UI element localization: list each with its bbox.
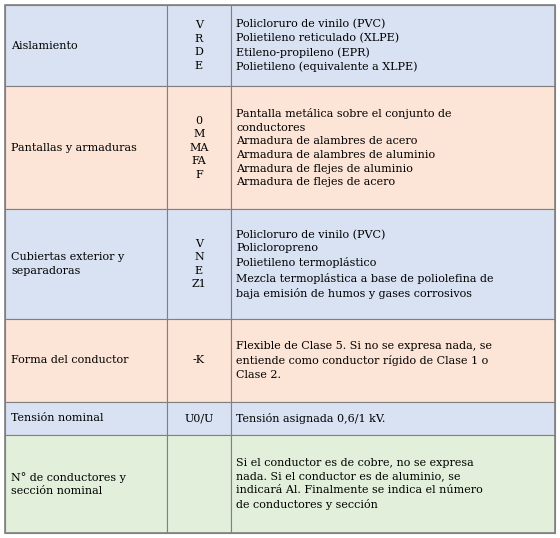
Bar [167, 319, 231, 402]
Text: 0
M
MA
FA
F: 0 M MA FA F [189, 116, 208, 180]
Bar [167, 402, 231, 435]
Text: Si el conductor es de cobre, no se expresa
nada. Si el conductor es de aluminio,: Si el conductor es de cobre, no se expre… [236, 458, 483, 510]
Text: Policloruro de vinilo (PVC)
Policloropreno
Polietileno termoplástico
Mezcla term: Policloruro de vinilo (PVC) Policloropre… [236, 230, 494, 299]
Bar [5, 402, 167, 435]
Bar [5, 319, 167, 402]
Bar [231, 209, 555, 319]
Text: V
N
E
Z1: V N E Z1 [192, 239, 206, 289]
Bar [231, 5, 555, 87]
Text: Tensión nominal: Tensión nominal [11, 413, 104, 423]
Text: Flexible de Clase 5. Si no se expresa nada, se
entiende como conductor rígido de: Flexible de Clase 5. Si no se expresa na… [236, 341, 492, 380]
Bar [167, 5, 231, 87]
Bar [5, 435, 167, 533]
Bar [5, 87, 167, 209]
Text: Aislamiento: Aislamiento [11, 41, 78, 51]
Text: -K: -K [193, 355, 205, 365]
Bar [5, 209, 167, 319]
Text: Tensión asignada 0,6/1 kV.: Tensión asignada 0,6/1 kV. [236, 413, 386, 424]
Bar [167, 435, 231, 533]
Bar [231, 319, 555, 402]
Bar [231, 402, 555, 435]
Text: N° de conductores y
sección nominal: N° de conductores y sección nominal [11, 472, 126, 496]
Text: Pantalla metálica sobre el conjunto de
conductores
Armadura de alambres de acero: Pantalla metálica sobre el conjunto de c… [236, 108, 452, 187]
Text: Forma del conductor: Forma del conductor [11, 355, 128, 365]
Text: U0/U: U0/U [184, 413, 213, 423]
Text: V
R
D
E: V R D E [194, 20, 203, 71]
Bar [167, 209, 231, 319]
Text: Cubiertas exterior y
separadoras: Cubiertas exterior y separadoras [11, 252, 124, 276]
Bar [231, 87, 555, 209]
Text: Pantallas y armaduras: Pantallas y armaduras [11, 143, 137, 153]
Bar [167, 87, 231, 209]
Bar [5, 5, 167, 87]
Text: Policloruro de vinilo (PVC)
Polietileno reticulado (XLPE)
Etileno-propileno (EPR: Policloruro de vinilo (PVC) Polietileno … [236, 19, 418, 72]
Bar [231, 435, 555, 533]
